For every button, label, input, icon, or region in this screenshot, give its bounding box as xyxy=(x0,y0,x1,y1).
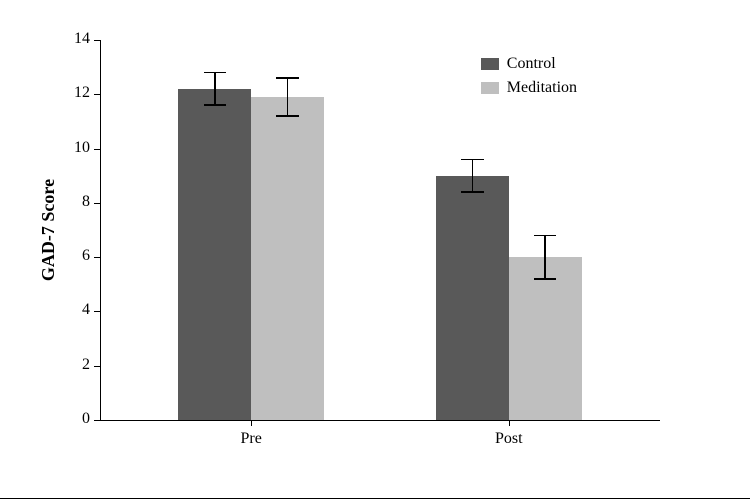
bar xyxy=(436,176,509,420)
x-tick xyxy=(251,420,252,426)
x-axis-line xyxy=(100,420,660,421)
y-tick xyxy=(94,94,100,95)
x-tick xyxy=(509,420,510,426)
error-bar-stem xyxy=(287,78,289,116)
legend-item: Meditation xyxy=(481,79,577,97)
error-bar-cap xyxy=(204,104,226,106)
error-bar-cap xyxy=(534,235,556,237)
y-tick xyxy=(94,311,100,312)
error-bar-cap xyxy=(204,72,226,74)
y-tick-label: 12 xyxy=(50,84,90,102)
legend-swatch xyxy=(481,82,499,94)
error-bar-cap xyxy=(461,191,483,193)
error-bar-stem xyxy=(214,73,216,106)
y-tick-label: 10 xyxy=(50,139,90,157)
error-bar-cap xyxy=(461,159,483,161)
x-category-label: Post xyxy=(469,430,549,448)
legend-swatch xyxy=(481,58,499,70)
bottom-rule xyxy=(0,498,750,499)
y-tick-label: 8 xyxy=(50,193,90,211)
y-tick xyxy=(94,420,100,421)
error-bar-cap xyxy=(534,278,556,280)
x-category-label: Pre xyxy=(211,430,291,448)
y-axis-line xyxy=(100,40,101,420)
y-tick xyxy=(94,366,100,367)
y-tick-label: 14 xyxy=(50,30,90,48)
legend: Control Meditation xyxy=(481,55,577,103)
bar xyxy=(178,89,251,420)
y-tick xyxy=(94,257,100,258)
legend-label: Control xyxy=(507,55,556,73)
y-tick xyxy=(94,40,100,41)
y-tick-label: 4 xyxy=(50,301,90,319)
chart-container: GAD-7 Score ControlMeditation 0246810121… xyxy=(0,0,750,502)
y-tick-label: 0 xyxy=(50,410,90,428)
y-tick xyxy=(94,203,100,204)
y-tick-label: 6 xyxy=(50,247,90,265)
error-bar-cap xyxy=(276,115,298,117)
legend-label: Meditation xyxy=(507,79,577,97)
error-bar-cap xyxy=(276,77,298,79)
bar xyxy=(251,97,324,420)
bar xyxy=(509,257,582,420)
y-tick-label: 2 xyxy=(50,356,90,374)
error-bar-stem xyxy=(472,159,474,192)
error-bar-stem xyxy=(544,235,546,278)
y-tick xyxy=(94,149,100,150)
legend-item: Control xyxy=(481,55,577,73)
